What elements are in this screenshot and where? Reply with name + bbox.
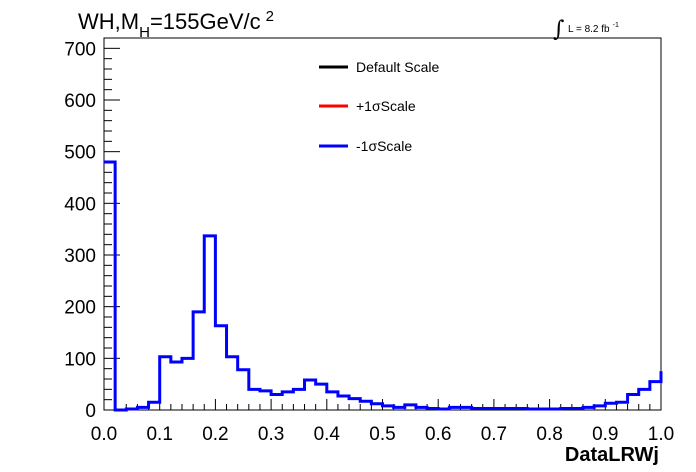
y-tick-label: 700	[64, 39, 96, 60]
lumi-superscript: -1	[613, 22, 619, 29]
x-tick-labels: 0.0 0.1 0.2 0.3 0.4 0.5 0.6 0.7 0.8 0.9 1.0	[91, 424, 674, 445]
series-line-minus-1sigma	[104, 160, 663, 412]
x-tick-label: 0.4	[314, 424, 341, 445]
y-tick-label: 400	[64, 194, 96, 215]
title-subscript: H	[139, 24, 150, 41]
x-tick-label: 0.3	[258, 424, 284, 445]
y-tick-label: 600	[64, 91, 96, 112]
x-tick-label: 0.7	[481, 424, 507, 445]
x-tick-label: 0.2	[202, 424, 228, 445]
y-tick-labels: 0 100 200 300 400 500 600 700	[64, 39, 96, 422]
title-main: WH,M	[78, 9, 139, 34]
integral-symbol: ∫	[553, 17, 565, 42]
x-tick-label: 0.9	[592, 424, 618, 445]
lumi-text: L = 8.2 fb	[568, 24, 610, 35]
y-tick-label: 200	[64, 298, 96, 319]
title-rest: =155GeV/c	[150, 9, 261, 34]
y-tick-label: 100	[64, 349, 96, 370]
lumi-annotation: L = 8.2 fb -1	[568, 22, 619, 35]
x-tick-label: 1.0	[648, 424, 674, 445]
legend-label-minus-1sigma: -1σScale	[356, 138, 412, 154]
x-tick-label: 0.6	[425, 424, 451, 445]
x-tick-label: 0.8	[536, 424, 562, 445]
y-tick-label: 500	[64, 143, 96, 164]
chart-title: WH,MH=155GeV/c 2	[78, 8, 274, 41]
legend: Default Scale +1σScale -1σScale	[319, 59, 439, 154]
y-tick-label: 0	[85, 401, 96, 422]
x-axis-label: DataLRWj	[565, 444, 659, 466]
x-tick-label: 0.0	[91, 424, 117, 445]
x-tick-label: 0.1	[146, 424, 172, 445]
legend-label-plus-1sigma: +1σScale	[356, 98, 416, 114]
legend-label-default: Default Scale	[356, 59, 439, 75]
x-tick-label: 0.5	[369, 424, 395, 445]
title-superscript: 2	[266, 8, 274, 25]
y-tick-label: 300	[64, 246, 96, 267]
